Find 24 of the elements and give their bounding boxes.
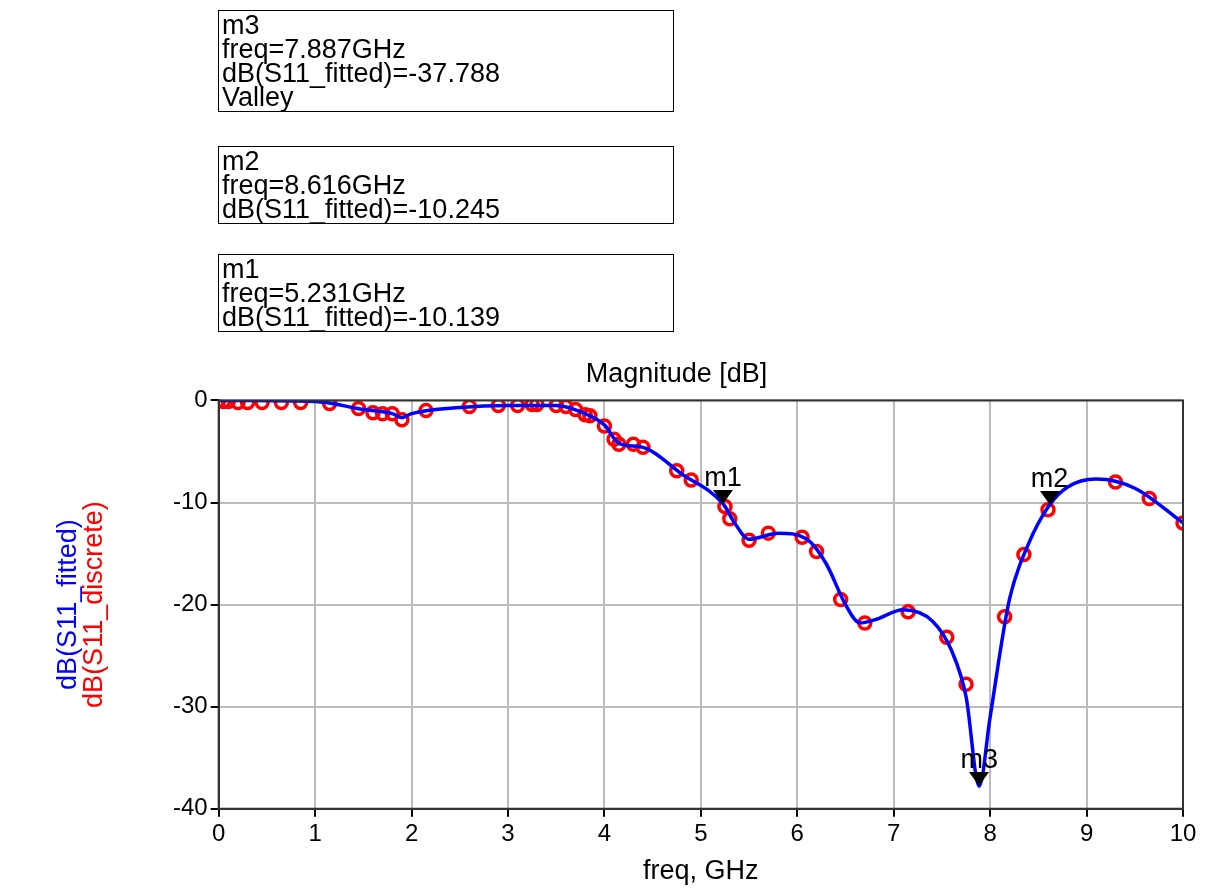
text: dB(S11_fitted) bbox=[52, 519, 83, 690]
x-tick-label: 9 bbox=[1079, 818, 1094, 846]
text: m2 freq=8.616GHz dB(S11_fitted)=-10.245 bbox=[218, 146, 674, 224]
annotation: m2 bbox=[1030, 462, 1069, 493]
x-tick-label: 4 bbox=[597, 818, 612, 846]
x-tick-label: 1 bbox=[308, 818, 322, 846]
y-tick-label: -40 bbox=[173, 793, 208, 821]
y-tick-label: -20 bbox=[173, 589, 208, 617]
x-tick-label: 5 bbox=[694, 818, 708, 846]
x-axis-title: freq, GHz bbox=[643, 855, 759, 886]
x-tick-label: 7 bbox=[887, 818, 901, 846]
x-tick-label: 10 bbox=[1169, 818, 1197, 846]
x-tick-label: 3 bbox=[501, 818, 515, 846]
text: m3 freq=7.887GHz dB(S11_fitted)=-37.788 Valley bbox=[218, 10, 674, 112]
x-tick-label: 6 bbox=[790, 818, 804, 846]
chart-title: Magnitude [dB] bbox=[585, 357, 768, 388]
annotation: m1 bbox=[704, 461, 742, 492]
y-tick-label: 0 bbox=[194, 385, 208, 413]
x-tick-label: 2 bbox=[404, 818, 419, 846]
text: m1 freq=5.231GHz dB(S11_fitted)=-10.139 bbox=[218, 254, 674, 332]
y-tick-label: -30 bbox=[173, 691, 208, 719]
y-tick-label: -10 bbox=[173, 487, 208, 515]
x-tick-label: 8 bbox=[983, 818, 997, 846]
x-tick-label: 0 bbox=[212, 818, 226, 846]
